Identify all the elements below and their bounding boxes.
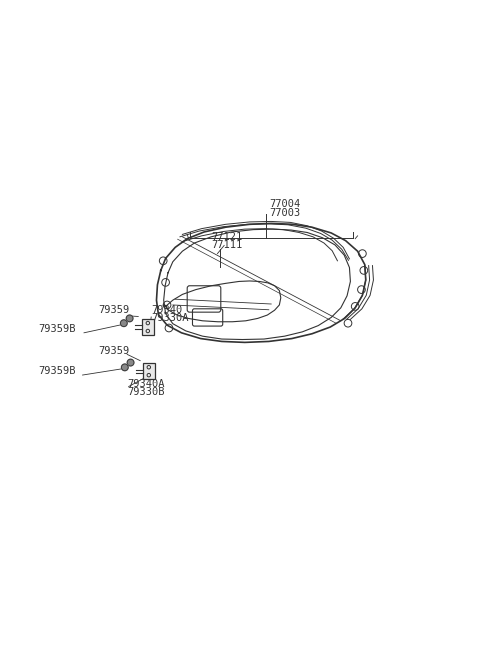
Text: 77111: 77111: [211, 240, 242, 250]
Text: 77003: 77003: [269, 207, 300, 218]
Circle shape: [126, 315, 133, 321]
Bar: [142, 319, 154, 335]
Circle shape: [127, 359, 134, 366]
Text: 79359: 79359: [98, 346, 129, 356]
Text: 77004: 77004: [269, 199, 300, 209]
Text: 79340: 79340: [151, 304, 182, 315]
Text: 79359: 79359: [98, 304, 129, 315]
Text: 79359B: 79359B: [38, 366, 76, 376]
Circle shape: [120, 320, 127, 327]
Text: 79340A: 79340A: [127, 379, 165, 389]
Bar: [143, 363, 155, 379]
Text: 79359B: 79359B: [38, 324, 76, 334]
Text: 79330A: 79330A: [151, 313, 189, 323]
Text: 77121: 77121: [211, 232, 242, 241]
Circle shape: [121, 364, 128, 371]
Text: 79330B: 79330B: [127, 387, 165, 397]
